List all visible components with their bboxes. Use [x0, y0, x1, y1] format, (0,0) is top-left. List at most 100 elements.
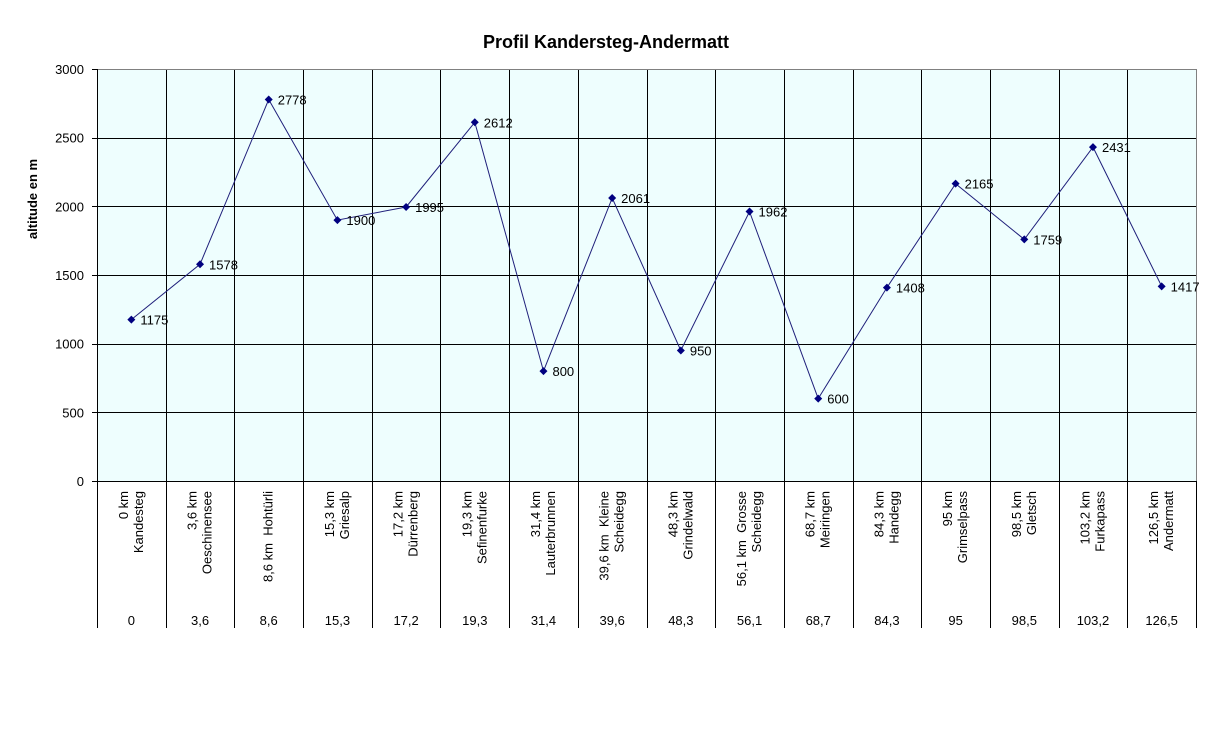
y-tick-label: 500	[62, 405, 84, 420]
km-value-label: 48,3	[668, 613, 693, 628]
category-label-line: 3,6 km	[185, 491, 200, 530]
data-point-marker	[814, 394, 823, 403]
y-tick-label: 2000	[55, 199, 84, 214]
series-line	[130, 98, 1163, 400]
data-label: 1900	[346, 213, 375, 228]
km-value-label: 84,3	[874, 613, 899, 628]
altitude-series	[127, 95, 1166, 403]
category-label-line: Lauterbrunnen	[543, 491, 558, 576]
category-axis: 0 kmKandesteg 0 3,6 kmOeschinensee 3,6 8,6 k…	[97, 481, 1197, 628]
category-label-line: Griesalp	[337, 491, 352, 539]
category-label-line: 56,1 km Grosse	[734, 491, 749, 586]
category-label: 84,3 kmHandegg	[871, 491, 901, 544]
km-value-label: 31,4	[531, 613, 556, 628]
category-label-line: 8,6 km Hohtürli	[261, 491, 276, 582]
data-point-marker	[539, 367, 548, 376]
data-label: 800	[552, 364, 574, 379]
data-point-marker	[882, 283, 891, 292]
data-point-marker	[264, 95, 273, 104]
km-value-label: 19,3	[462, 613, 487, 628]
data-point-marker	[676, 346, 685, 355]
category-label: 3,6 kmOeschinensee	[185, 491, 215, 574]
category-label: 56,1 km GrosseScheidegg	[734, 491, 764, 586]
data-labels: 1175 1578 2778 1900 1995 2612 800 2061 950 1962 60…	[140, 92, 1199, 406]
category-label: 31,4 kmLauterbrunnen	[528, 491, 558, 576]
category-label: 39,6 km KleineScheidegg	[597, 491, 627, 581]
category-label-line: 19,3 km	[459, 491, 474, 537]
km-value-label: 0	[128, 613, 135, 628]
category-label-line: Grindelwald	[680, 491, 695, 560]
category-label-line: Gletsch	[1024, 491, 1039, 535]
category-label-line: 39,6 km Kleine	[597, 491, 612, 581]
category-label-line: Furkapass	[1092, 491, 1107, 552]
data-label: 1408	[896, 281, 925, 296]
category-label-line: 103,2 km	[1077, 491, 1092, 544]
data-label: 2165	[965, 177, 994, 192]
gridlines	[97, 69, 1197, 482]
data-point-marker	[127, 315, 136, 324]
data-label: 600	[827, 392, 849, 407]
data-label: 1962	[759, 205, 788, 220]
data-point-marker	[196, 260, 205, 269]
data-point-marker	[333, 216, 342, 225]
km-value-label: 56,1	[737, 613, 762, 628]
category-label: 126,5 kmAndermatt	[1146, 491, 1176, 551]
category-label-line: 126,5 km	[1146, 491, 1161, 544]
category-label: 0 kmKandesteg	[116, 491, 146, 553]
km-value-label: 17,2	[393, 613, 418, 628]
chart-title: Profil Kandersteg-Andermatt	[483, 32, 729, 52]
category-label-line: Scheidegg	[612, 491, 627, 552]
category-label-line: Scheidegg	[749, 491, 764, 552]
km-value-label: 126,5	[1145, 613, 1178, 628]
category-label-line: 17,2 km	[391, 491, 406, 537]
data-label: 2612	[484, 115, 513, 130]
km-value-label: 8,6	[260, 613, 278, 628]
y-tick-label: 0	[77, 474, 84, 489]
category-label-line: Grimselpass	[955, 491, 970, 564]
category-label-line: 48,3 km	[665, 491, 680, 537]
data-point-marker	[402, 203, 411, 212]
data-label: 1578	[209, 257, 238, 272]
data-point-marker	[1157, 282, 1166, 291]
km-value-label: 98,5	[1012, 613, 1037, 628]
y-axis-ticks: 0 500 1000 1500 2000 2500 3000	[55, 62, 97, 489]
km-value-label: 15,3	[325, 613, 350, 628]
category-label-line: Meiringen	[818, 491, 833, 548]
category-label-line: Andermatt	[1161, 491, 1176, 551]
data-point-marker	[951, 179, 960, 188]
category-label-line: Oeschinensee	[200, 491, 215, 574]
category-label-line: Dürrenberg	[406, 491, 421, 557]
category-label-line: 68,7 km	[803, 491, 818, 537]
category-label: 48,3 kmGrindelwald	[665, 491, 695, 560]
km-value-label: 39,6	[600, 613, 625, 628]
km-value-label: 3,6	[191, 613, 209, 628]
data-point-marker	[608, 193, 617, 202]
data-label: 1995	[415, 200, 444, 215]
y-tick-label: 1500	[55, 268, 84, 283]
category-label-line: 84,3 km	[871, 491, 886, 537]
data-label: 2061	[621, 191, 650, 206]
km-value-label: 95	[948, 613, 962, 628]
data-point-marker	[1020, 235, 1029, 244]
category-label-line: Sefinenfurke	[474, 491, 489, 564]
data-point-marker	[470, 118, 479, 127]
data-label: 950	[690, 344, 712, 359]
category-label-line: 0 km	[116, 491, 131, 519]
category-label-line: 95 km	[940, 491, 955, 526]
data-label: 1759	[1033, 232, 1062, 247]
category-label: 95 kmGrimselpass	[940, 491, 970, 564]
y-tick-label: 1000	[55, 337, 84, 352]
category-label: 98,5 kmGletsch	[1009, 491, 1039, 537]
category-label-line: 15,3 km	[322, 491, 337, 537]
data-point-marker	[1088, 143, 1097, 152]
y-axis-label: altitude en m	[25, 159, 40, 239]
category-label-line: Kandesteg	[131, 491, 146, 553]
category-label: 17,2 kmDürrenberg	[391, 491, 421, 557]
category-label: 103,2 kmFurkapass	[1077, 491, 1107, 552]
category-label: 15,3 kmGriesalp	[322, 491, 352, 539]
data-label: 2778	[278, 92, 307, 107]
category-label: 68,7 kmMeiringen	[803, 491, 833, 548]
km-value-label: 68,7	[806, 613, 831, 628]
category-label: 19,3 kmSefinenfurke	[459, 491, 489, 564]
